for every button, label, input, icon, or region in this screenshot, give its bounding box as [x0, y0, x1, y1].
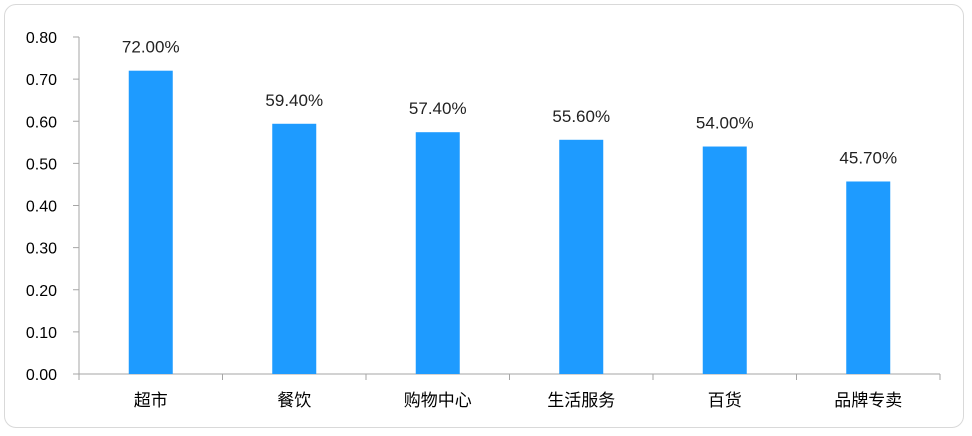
data-label: 72.00%	[122, 38, 180, 57]
y-axis: 0.00 0.10 0.20 0.30 0.40 0.50 0.60 0.70 0.80	[26, 30, 80, 384]
data-label: 54.00%	[696, 114, 754, 133]
data-labels: 72.00% 59.40% 57.40% 55.60% 54.00% 45.70%	[122, 38, 897, 168]
x-axis: 超市 餐饮 购物中心 生活服务 百货 品牌专卖	[78, 373, 941, 411]
data-label: 55.60%	[552, 107, 610, 126]
data-label: 57.40%	[409, 99, 467, 118]
bar	[846, 181, 891, 374]
bar	[128, 70, 173, 374]
y-tick-label: 0.40	[26, 199, 57, 216]
bar	[702, 146, 747, 374]
x-tick-label: 超市	[134, 391, 168, 411]
y-tick-label: 0.50	[26, 156, 57, 173]
data-label: 45.70%	[839, 148, 897, 167]
x-tick-label: 百货	[708, 391, 742, 411]
bars	[128, 70, 891, 374]
bar	[415, 132, 460, 374]
y-tick-label: 0.30	[26, 241, 57, 258]
y-tick-label: 0.60	[26, 114, 57, 131]
y-tick-label: 0.80	[26, 30, 57, 47]
y-tick-label: 0.20	[26, 283, 57, 300]
y-tick-label: 0.10	[26, 325, 57, 342]
x-tick-label: 购物中心	[404, 391, 472, 411]
data-label: 59.40%	[265, 91, 323, 110]
y-tick-label: 0.00	[26, 367, 57, 384]
bar	[272, 123, 317, 374]
x-tick-label: 餐饮	[277, 391, 311, 411]
bar	[559, 139, 604, 374]
x-tick-label: 品牌专卖	[834, 391, 902, 411]
x-tick-label: 生活服务	[547, 391, 615, 411]
y-tick-label: 0.70	[26, 72, 57, 89]
